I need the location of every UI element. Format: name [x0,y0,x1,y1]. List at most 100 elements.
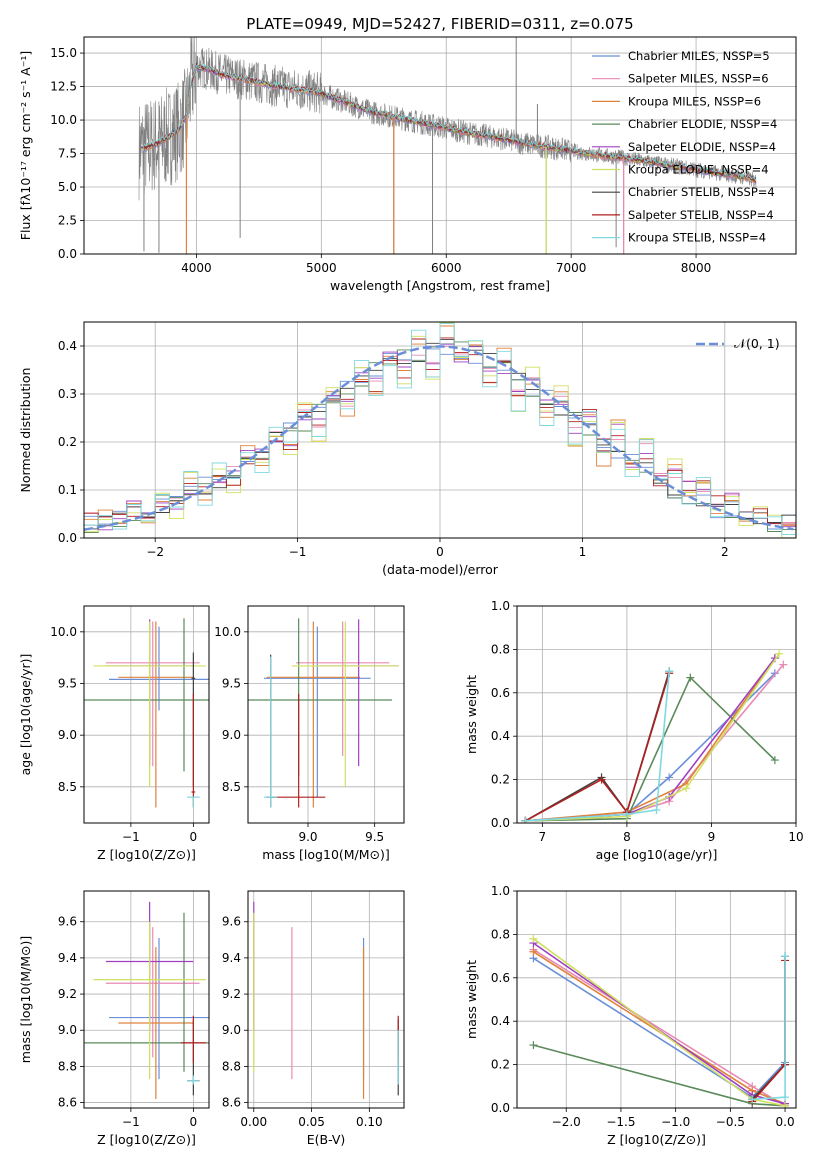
observed-spectrum [138,37,757,201]
y-tick-label: 9.5 [58,677,77,691]
y-tick-label: 9.6 [222,915,241,929]
x-axis-label: Z [log10(Z/Z⊙)] [97,847,196,862]
y-tick-label: 0.4 [491,729,510,743]
x-tick-label: 0 [436,545,444,559]
y-tick-label: 10.0 [214,625,241,639]
y-tick-label: 9.0 [222,1023,241,1037]
chart-panel-4: 7 8 9 10 0.0 0.2 0.4 0.6 0.8 1.0 age [log10(age/yr… [464,599,804,862]
x-tick-label: 0 [190,1115,198,1129]
plus-marker [748,1095,757,1104]
x-tick-label: 7000 [556,261,587,275]
x-tick-label: −1 [122,1115,140,1129]
y-tick-label: 0.8 [491,642,510,656]
y-tick-label: 0.2 [491,773,510,787]
y-tick-label: 0.0 [58,247,77,261]
y-tick-label: 0.0 [58,531,77,545]
x-tick-label: 4000 [181,261,212,275]
plus-marker [622,810,631,819]
mass-weight-line-salpeter_elodie [525,657,776,822]
y-tick-label: 8.8 [58,1059,77,1073]
plus-marker [665,773,674,782]
y-tick-label: 9.0 [58,1023,77,1037]
x-tick-label: 0.00 [240,1115,267,1129]
x-tick-label: 5000 [306,261,337,275]
legend-entry: Salpeter STELIB, NSSP=4 [628,208,774,222]
plus-marker [529,947,538,956]
spectrum-plot-area [138,37,757,254]
plus-marker [781,1101,790,1108]
mass-weight-line-salpeter_stelib [525,673,670,822]
y-tick-label: 9.2 [58,987,77,1001]
x-axis-label: (data-model)/error [382,562,499,577]
y-tick-label: 5.0 [58,180,77,194]
y-tick-label: 8.5 [58,780,77,794]
legend-entry: Kroupa ELODIE, NSSP=4 [628,163,769,177]
x-tick-label: 9 [708,830,716,844]
plus-marker [770,756,779,765]
legend-entry: Kroupa MILES, NSSP=6 [628,94,761,108]
x-tick-label: 9.5 [365,830,384,844]
y-tick-label: 0.4 [58,339,77,353]
y-tick-label: 9.4 [222,951,241,965]
x-tick-label: −1.0 [661,1115,690,1129]
axes-frame [516,890,797,1109]
x-tick-label: −2 [146,545,164,559]
x-tick-label: 0 [190,830,198,844]
y-axis-label: age [log10(age/yr)] [18,654,33,776]
y-tick-label: 8.5 [222,780,241,794]
plus-marker [781,952,790,961]
plus-marker [521,816,530,823]
x-tick-label: −1 [289,545,307,559]
errorbar-plot-area [84,901,209,1099]
plus-marker [775,649,784,658]
x-tick-label: 8 [623,830,631,844]
y-tick-label: 0.6 [491,686,510,700]
legend-entry: Salpeter MILES, NSSP=6 [628,72,769,86]
y-tick-label: 0.2 [58,435,77,449]
x-tick-label: 6000 [431,261,462,275]
axes-frame [83,605,210,824]
x-tick-label: 7 [539,830,547,844]
legend-entry: 𝒩(0, 1) [734,336,780,351]
normal-curve [84,345,794,531]
mass-weight-line-kroupa_miles [525,657,776,822]
y-tick-label: 8.6 [58,1096,77,1110]
plus-marker [781,1093,790,1102]
y-tick-label: 1.0 [491,884,510,898]
x-tick-label: −1.5 [606,1115,635,1129]
y-tick-label: 9.0 [58,728,77,742]
x-tick-label: 9.0 [298,830,317,844]
x-axis-label: wavelength [Angstrom, rest frame] [330,278,550,293]
plus-marker [665,667,674,676]
y-tick-label: 10.0 [50,625,77,639]
y-tick-label: 1.0 [491,599,510,613]
mass-weight-line-kroupa_elodie [525,653,780,822]
x-tick-label: 2 [721,545,729,559]
chart-title: PLATE=0949, MJD=52427, FIBERID=0311, z=0… [246,15,633,33]
y-tick-label: 0.4 [491,1014,510,1028]
legend-entry: Chabrier MILES, NSSP=5 [628,49,770,63]
x-axis-label: Z [log10(Z/Z⊙)] [607,1132,706,1147]
mass-weight-line-salpeter_miles [525,664,784,822]
x-tick-label: 0.10 [356,1115,383,1129]
axes-frame [83,321,797,539]
errorbar-plot-area [84,618,209,808]
mass-weight-plot-area [521,649,788,823]
y-tick-label: 9.2 [222,987,241,1001]
chart-panel-2: −1 0 8.5 9.0 9.5 10.0 Z [log10(Z/Z⊙)] age [log1… [18,605,210,862]
axes-frame [83,36,797,255]
histogram-plot-area [84,322,796,538]
x-tick-label: −1 [122,830,140,844]
legend-entry: Kroupa STELIB, NSSP=4 [628,231,766,245]
x-tick-label: 1 [579,545,587,559]
mass-weight-plot-area [529,934,790,1108]
x-tick-label: 0.0 [776,1115,795,1129]
y-tick-label: 0.8 [491,927,510,941]
x-axis-label: age [log10(age/yr)] [596,847,718,862]
axes-frame [83,890,210,1109]
legend-entry: Chabrier STELIB, NSSP=4 [628,185,775,199]
x-tick-label: 10 [788,830,803,844]
y-axis-label: Normed distribution [18,368,33,493]
mass-weight-line-kroupa_stelib [525,671,670,822]
